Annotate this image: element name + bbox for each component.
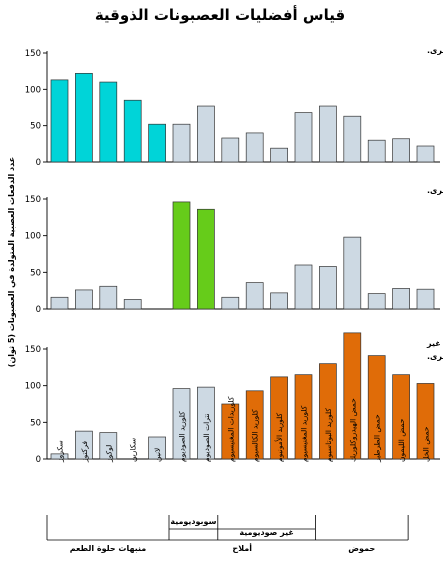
bar-2-9 [245, 282, 264, 310]
category-labels: سكروز فركتوز لوكوز سكارين لانين كلوريد الصودي… [56, 396, 431, 463]
category-label: سكارين [129, 438, 138, 462]
category-label: كلوريد المغنيسيوم [300, 405, 309, 462]
bar-1-5 [148, 123, 166, 163]
bar-3-12 [319, 363, 337, 460]
bar-3-2 [75, 430, 93, 460]
group-label: سوبوديومية [170, 517, 216, 526]
bar-2-2 [75, 289, 93, 310]
bar-2-8 [221, 296, 240, 310]
bar-3-16 [416, 383, 435, 460]
bar-3-14 [367, 355, 386, 460]
bar-1-7 [197, 105, 215, 163]
chart-panel-3: 0 50 100 150 المجموعة الثالثة: تستجيب للحموض… [25, 332, 443, 465]
bar-1-3 [99, 81, 118, 163]
bar-3-5 [148, 436, 166, 460]
bar-3-7 [197, 386, 215, 460]
bar-1-1 [50, 79, 69, 163]
bar-2-7 [197, 208, 215, 310]
bar-2-10 [270, 292, 288, 310]
y-tick-label: 0 [36, 158, 41, 168]
bar-1-2 [75, 72, 93, 163]
bar-3-3 [99, 432, 118, 460]
bar-1-6 [172, 123, 191, 163]
category-label: كلوريد الأمونيوم [274, 412, 284, 462]
bar-2-14 [367, 293, 386, 310]
category-label: كلوريد الصوديوم [178, 411, 187, 462]
figure-title: قياس أفضليات العصبونات الذوقية [95, 5, 345, 24]
bar-1-14 [367, 139, 386, 163]
bar-2-12 [319, 266, 337, 310]
category-label: فركتوز [80, 441, 89, 463]
chart-panel-2: 0 50 100 150 المجموعة الثانية: تستجيب للأملا… [25, 185, 443, 315]
bar-3-8 [221, 403, 240, 460]
y-tick-label: 150 [25, 345, 41, 355]
group-label: حموض [348, 544, 375, 554]
y-tick-label: 0 [36, 305, 41, 315]
panel-title-1: المجموعة الأولى: تستجيب للمواد الحلوة ال… [427, 45, 443, 55]
bar-1-15 [392, 138, 410, 163]
category-label: حمض الهيدروكلوريك [348, 398, 357, 462]
y-tick-label: 50 [30, 418, 41, 428]
group-label: غير صوديومية [239, 528, 293, 537]
category-label: سكروز [56, 440, 65, 463]
category-label: حمض الطرطير [373, 414, 382, 463]
group-label: أملاح [232, 543, 252, 553]
bar-2-6 [172, 201, 191, 310]
bar-1-9 [245, 132, 264, 163]
y-tick-label: 50 [30, 122, 41, 132]
bar-2-3 [99, 285, 118, 310]
bar-1-12 [319, 105, 337, 163]
y-tick-label: 150 [25, 195, 41, 205]
category-label: كلوريد البوتاسيوم [324, 408, 333, 462]
bar-1-4 [123, 99, 142, 163]
panel-title-3: المجموعة الثالثة: تستجيب للحموض والأملاح… [426, 338, 443, 349]
bar-2-15 [392, 288, 410, 310]
y-tick-label: 100 [25, 232, 41, 242]
category-label: كلوريدات المغنيسيوم [226, 396, 235, 462]
bar-1-16 [416, 145, 435, 163]
bar-3-11 [294, 374, 313, 460]
category-label: حمض الليمون [397, 418, 406, 462]
bar-2-11 [294, 264, 313, 310]
bar-3-1 [50, 453, 69, 460]
bar-1-13 [343, 115, 362, 163]
category-label: نترات الصوديوم [202, 413, 211, 462]
category-label: حمض الخل [422, 426, 431, 462]
bar-3-13 [343, 332, 362, 460]
category-label: لوكوز [104, 445, 113, 463]
chart-panels: 0 50 100 150 المجموعة الأولى: تستجيب للمواد … [25, 45, 443, 465]
y-axis-label: عدد الدفعات العصبية المتولدة في العصبونا… [7, 157, 16, 367]
bar-2-4 [123, 299, 142, 310]
bar-3-9 [245, 390, 264, 460]
y-tick-label: 100 [25, 382, 41, 392]
panel-title-3: الصوديومية أفضل من استجابتها لأي مادة أخ… [427, 351, 443, 361]
y-tick-label: 0 [36, 455, 41, 465]
bar-1-11 [294, 112, 313, 163]
y-tick-label: 150 [25, 49, 41, 59]
bar-3-10 [270, 376, 288, 460]
bar-2-1 [50, 296, 69, 310]
bar-3-15 [392, 374, 410, 460]
bar-2-13 [343, 236, 362, 310]
category-label: كلوريد الكالسيوم [251, 409, 260, 462]
chart-panel-1: 0 50 100 150 المجموعة الأولى: تستجيب للمواد … [25, 45, 443, 168]
category-label: لانين [153, 448, 162, 462]
group-brackets: منبهات حلوة الطعم سوبوديومية أملاح غير صودي… [46, 515, 409, 554]
bar-1-8 [221, 137, 240, 163]
y-tick-label: 100 [25, 85, 41, 95]
panel-title-2: المجموعة الثانية: تستجيب للأملاح أفضل من… [427, 185, 443, 195]
bar-3-6 [172, 388, 191, 460]
y-tick-label: 50 [30, 268, 41, 278]
bar-2-16 [416, 288, 435, 310]
bar-1-10 [270, 147, 288, 163]
group-label: منبهات حلوة الطعم [70, 544, 147, 553]
